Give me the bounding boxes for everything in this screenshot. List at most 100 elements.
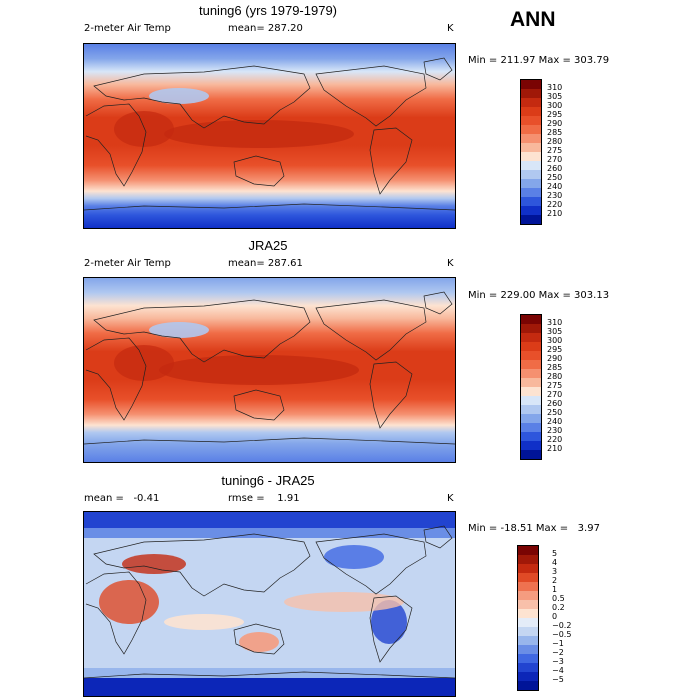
colorbar-label: 240	[547, 182, 563, 191]
colorbar-label: −3	[552, 657, 564, 666]
panel2-title: JRA25	[248, 238, 288, 253]
colorbar-segment	[518, 591, 538, 600]
colorbar-segment	[521, 450, 541, 459]
colorbar-segment	[521, 170, 541, 179]
colorbar-segment	[521, 387, 541, 396]
colorbar-label: −1	[552, 639, 564, 648]
colorbar-segment	[521, 432, 541, 441]
colorbar-segment	[518, 564, 538, 573]
colorbar-segment	[521, 333, 541, 342]
colorbar-label: 305	[547, 327, 563, 336]
colorbar-label: 310	[547, 318, 563, 327]
colorbar-segment	[518, 609, 538, 618]
colorbar-segment	[521, 80, 541, 89]
colorbar-segment	[521, 414, 541, 423]
colorbar-segment	[518, 681, 538, 690]
colorbar-segment	[521, 423, 541, 432]
panel2-minmax: Min = 229.00 Max = 303.13	[468, 290, 610, 301]
colorbar-segment	[518, 663, 538, 672]
colorbar-segment	[518, 600, 538, 609]
panel3-units: K	[447, 493, 454, 504]
panel1-title: tuning6 (yrs 1979-1979)	[198, 3, 338, 18]
panel2-map	[83, 277, 456, 463]
colorbar-segment	[521, 107, 541, 116]
colorbar-segment	[518, 573, 538, 582]
colorbar-segment	[521, 98, 541, 107]
colorbar-segment	[521, 351, 541, 360]
colorbar-label: 220	[547, 435, 563, 444]
panel3-colorbar	[517, 545, 539, 691]
panel1-mean: mean= 287.20	[228, 23, 303, 34]
panel2-colorbar	[520, 314, 542, 460]
colorbar-label: 270	[547, 155, 563, 164]
panel1-map	[83, 43, 456, 229]
colorbar-label: −4	[552, 666, 564, 675]
colorbar-label: 5	[552, 549, 558, 558]
colorbar-label: 2	[552, 576, 558, 585]
colorbar-label: 285	[547, 128, 563, 137]
colorbar-label: 1	[552, 585, 558, 594]
colorbar-segment	[521, 143, 541, 152]
colorbar-segment	[521, 206, 541, 215]
panel2-mean: mean= 287.61	[228, 258, 303, 269]
colorbar-label: 210	[547, 444, 563, 453]
colorbar-label: 250	[547, 173, 563, 182]
panel3-minmax: Min = -18.51 Max = 3.97	[468, 523, 600, 534]
colorbar-label: −0.2	[552, 621, 572, 630]
colorbar-segment	[521, 360, 541, 369]
colorbar-label: 0.5	[552, 594, 565, 603]
colorbar-label: 300	[547, 101, 563, 110]
panel1-variable: 2-meter Air Temp	[84, 23, 171, 34]
colorbar-segment	[521, 161, 541, 170]
colorbar-segment	[518, 618, 538, 627]
colorbar-segment	[521, 441, 541, 450]
colorbar-label: 305	[547, 92, 563, 101]
colorbar-segment	[521, 188, 541, 197]
colorbar-label: 275	[547, 146, 563, 155]
colorbar-segment	[521, 125, 541, 134]
colorbar-segment	[521, 152, 541, 161]
colorbar-label: 300	[547, 336, 563, 345]
colorbar-label: 280	[547, 137, 563, 146]
colorbar-segment	[521, 197, 541, 206]
colorbar-segment	[518, 555, 538, 564]
colorbar-label: 240	[547, 417, 563, 426]
colorbar-label: 260	[547, 399, 563, 408]
colorbar-segment	[521, 324, 541, 333]
colorbar-segment	[518, 546, 538, 555]
colorbar-label: 270	[547, 390, 563, 399]
colorbar-segment	[518, 672, 538, 681]
season-label: ANN	[510, 8, 556, 31]
colorbar-segment	[521, 378, 541, 387]
colorbar-segment	[521, 369, 541, 378]
panel3-map	[83, 511, 456, 697]
colorbar-label: 4	[552, 558, 558, 567]
colorbar-label: 250	[547, 408, 563, 417]
colorbar-label: 0	[552, 612, 558, 621]
panel3-title: tuning6 - JRA25	[221, 473, 315, 488]
panel3-rmse: rmse = 1.91	[228, 493, 300, 504]
colorbar-segment	[518, 627, 538, 636]
colorbar-label: 295	[547, 110, 563, 119]
panel1-minmax: Min = 211.97 Max = 303.79	[468, 55, 610, 66]
colorbar-label: 310	[547, 83, 563, 92]
colorbar-label: 290	[547, 119, 563, 128]
colorbar-label: 280	[547, 372, 563, 381]
colorbar-segment	[521, 315, 541, 324]
colorbar-segment	[518, 636, 538, 645]
colorbar-segment	[518, 654, 538, 663]
colorbar-label: 0.2	[552, 603, 565, 612]
colorbar-label: 3	[552, 567, 558, 576]
colorbar-label: 220	[547, 200, 563, 209]
panel2-variable: 2-meter Air Temp	[84, 258, 171, 269]
colorbar-label: 285	[547, 363, 563, 372]
colorbar-segment	[518, 582, 538, 591]
colorbar-segment	[521, 179, 541, 188]
colorbar-label: 295	[547, 345, 563, 354]
colorbar-segment	[521, 215, 541, 224]
colorbar-label: 260	[547, 164, 563, 173]
panel3-mean: mean = -0.41	[84, 493, 160, 504]
colorbar-label: 230	[547, 191, 563, 200]
colorbar-segment	[521, 116, 541, 125]
colorbar-label: −0.5	[552, 630, 572, 639]
